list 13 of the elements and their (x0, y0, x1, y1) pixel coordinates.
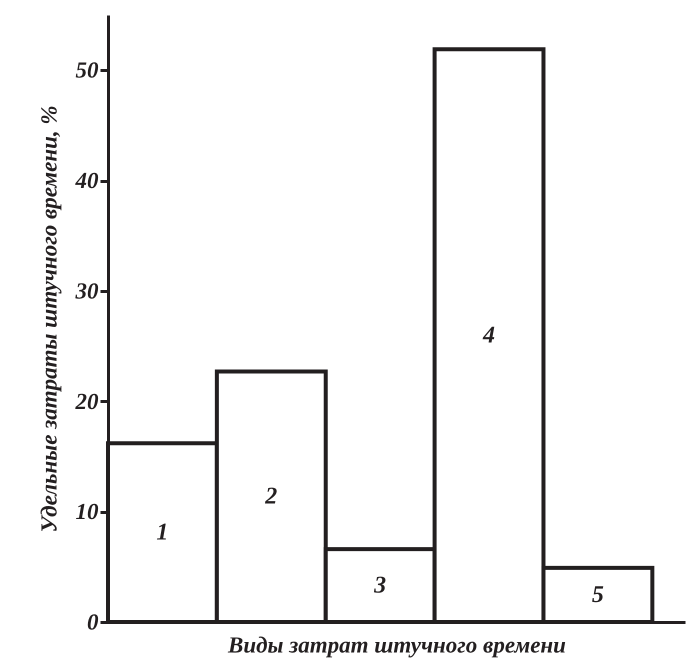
x-tick-label: 3 (373, 572, 386, 599)
y-tick-label: 50 (76, 58, 99, 83)
x-tick-label: 5 (592, 582, 604, 608)
y-axis-title: Удельные затраты штучного времени, % (36, 105, 62, 533)
x-tick-label: 1 (156, 520, 168, 546)
x-tick-label: 4 (482, 322, 496, 349)
y-tick-label: 0 (87, 610, 99, 634)
y-tick-label: 40 (74, 168, 99, 194)
x-axis-title: Виды затрат штучного времени (227, 632, 566, 658)
x-tick-label: 2 (264, 484, 278, 510)
y-tick-label: 10 (76, 499, 99, 524)
y-tick-label: 30 (74, 278, 99, 304)
y-tick-label: 20 (74, 388, 99, 414)
